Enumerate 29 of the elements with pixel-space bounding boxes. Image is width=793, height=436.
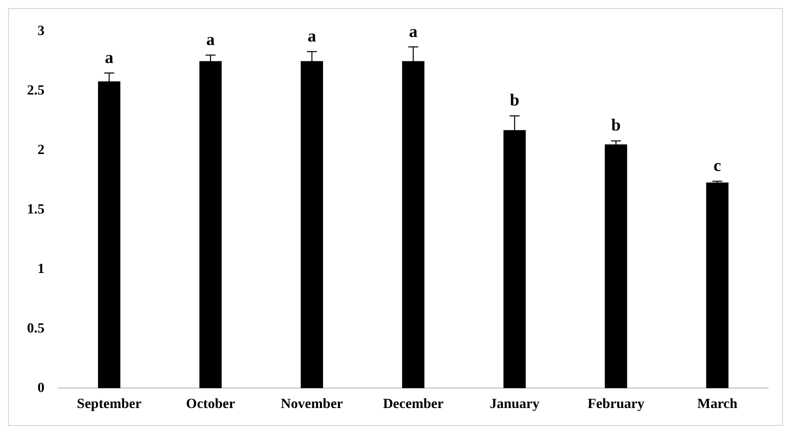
bar — [300, 61, 324, 388]
x-tick-label: December — [382, 397, 444, 412]
x-tick-label: March — [697, 397, 738, 412]
bar — [402, 61, 424, 388]
bar — [98, 81, 120, 388]
chart-frame: September October November December January February March 0 0.5 1 1.5 2 2.5 3 a a a a b b c — [8, 8, 783, 426]
y-tick-label: 2.5 — [27, 83, 44, 98]
y-tick-label: 3 — [38, 24, 44, 40]
bar — [503, 130, 526, 388]
y-tick-label: 2 — [38, 142, 44, 158]
y-tick-label: 1.5 — [27, 202, 44, 218]
annotation: a — [308, 26, 317, 46]
x-tick-label: October — [186, 397, 236, 412]
y-tick-label: 0.5 — [27, 321, 44, 336]
y-tick-label: 0 — [38, 380, 44, 396]
x-tick-label: November — [280, 397, 343, 412]
x-tick-label: February — [588, 397, 644, 412]
y-tick-label: 1 — [38, 262, 44, 277]
x-tick-label: January — [490, 397, 540, 412]
x-tick-label: September — [76, 397, 142, 412]
annotation: a — [409, 22, 418, 41]
annotation: c — [714, 156, 722, 176]
bar — [199, 61, 222, 388]
bar — [604, 144, 628, 388]
bar — [706, 182, 728, 388]
annotation: b — [611, 116, 621, 135]
annotation: b — [510, 90, 520, 110]
annotation: a — [206, 30, 216, 50]
annotation: a — [104, 48, 114, 67]
